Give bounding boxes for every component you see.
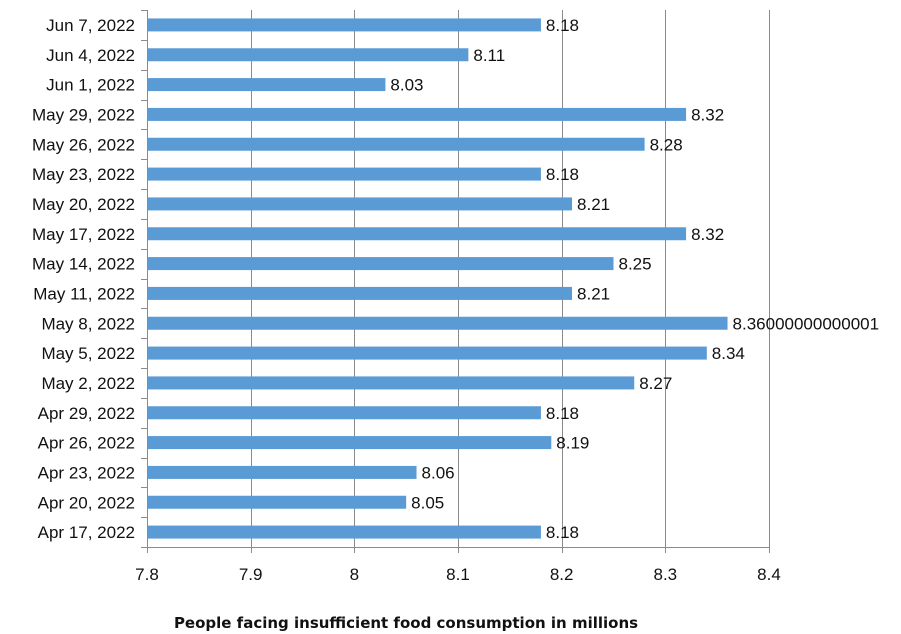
- category-label: May 2, 2022: [41, 374, 135, 393]
- data-labels: 8.18 8.05 8.06 8.19 8.18 8.27 8.34 8.3600000000…: [390, 16, 879, 542]
- bar: [148, 465, 417, 479]
- x-tick-label: 8.4: [757, 565, 781, 584]
- x-tick-label: 8.1: [446, 565, 470, 584]
- bar: [148, 495, 407, 509]
- x-tick-label: 8: [350, 565, 359, 584]
- bar: [148, 406, 541, 420]
- category-label: May 11, 2022: [33, 284, 135, 303]
- bar: [148, 78, 386, 92]
- data-label: 8.19: [556, 434, 589, 453]
- data-label: 8.18: [546, 16, 579, 35]
- category-label: May 26, 2022: [32, 135, 135, 154]
- x-axis-title: People facing insufficient food consumpt…: [174, 614, 638, 632]
- data-label: 8.32: [691, 105, 724, 124]
- category-label: Apr 20, 2022: [38, 493, 135, 512]
- data-label: 8.34: [712, 344, 745, 363]
- category-label: Apr 26, 2022: [38, 434, 135, 453]
- category-label: May 17, 2022: [32, 225, 135, 244]
- bar: [148, 197, 573, 211]
- data-label: 8.21: [577, 284, 610, 303]
- data-label: 8.18: [546, 523, 579, 542]
- data-label: 8.06: [422, 463, 455, 482]
- bar: [148, 227, 687, 241]
- bar: [148, 48, 469, 62]
- data-label: 8.18: [546, 404, 579, 423]
- bar: [148, 525, 541, 539]
- category-label: May 29, 2022: [32, 105, 135, 124]
- bar: [148, 137, 645, 151]
- bar: [148, 436, 552, 450]
- category-label: Apr 17, 2022: [38, 523, 135, 542]
- category-label: May 23, 2022: [32, 165, 135, 184]
- category-label: May 14, 2022: [32, 255, 135, 274]
- data-label: 8.25: [619, 255, 652, 274]
- bar: [148, 346, 707, 360]
- category-label: Apr 29, 2022: [38, 404, 135, 423]
- category-label: Apr 23, 2022: [38, 463, 135, 482]
- bar: [148, 316, 728, 330]
- category-labels: Apr 17, 2022 Apr 20, 2022 Apr 23, 2022 Apr …: [32, 16, 135, 542]
- bar: [148, 376, 635, 390]
- data-label: 8.32: [691, 225, 724, 244]
- bar: [148, 107, 687, 121]
- bar: [148, 286, 573, 300]
- axes: [141, 10, 770, 553]
- x-tick-label: 7.9: [239, 565, 263, 584]
- data-label: 8.03: [390, 76, 423, 95]
- x-tick-label: 8.2: [550, 565, 574, 584]
- bar: [148, 18, 541, 32]
- data-label: 8.11: [473, 46, 505, 65]
- x-tick-label: 8.3: [654, 565, 678, 584]
- category-label: May 20, 2022: [32, 195, 135, 214]
- data-label: 8.18: [546, 165, 579, 184]
- category-label: Jun 4, 2022: [46, 46, 135, 65]
- bar: [148, 257, 614, 271]
- data-label: 8.36000000000001: [733, 314, 880, 333]
- data-label: 8.27: [639, 374, 672, 393]
- x-tick-labels: 7.8 7.9 8 8.1 8.2 8.3 8.4: [135, 565, 781, 584]
- x-tick-label: 7.8: [135, 565, 159, 584]
- category-label: May 5, 2022: [41, 344, 135, 363]
- data-label: 8.21: [577, 195, 610, 214]
- data-label: 8.28: [650, 135, 683, 154]
- gridlines: [251, 10, 770, 547]
- category-label: Jun 7, 2022: [46, 16, 135, 35]
- data-label: 8.05: [411, 493, 444, 512]
- category-label: Jun 1, 2022: [46, 76, 135, 95]
- bars: [148, 18, 728, 539]
- bar: [148, 167, 541, 181]
- category-label: May 8, 2022: [41, 314, 135, 333]
